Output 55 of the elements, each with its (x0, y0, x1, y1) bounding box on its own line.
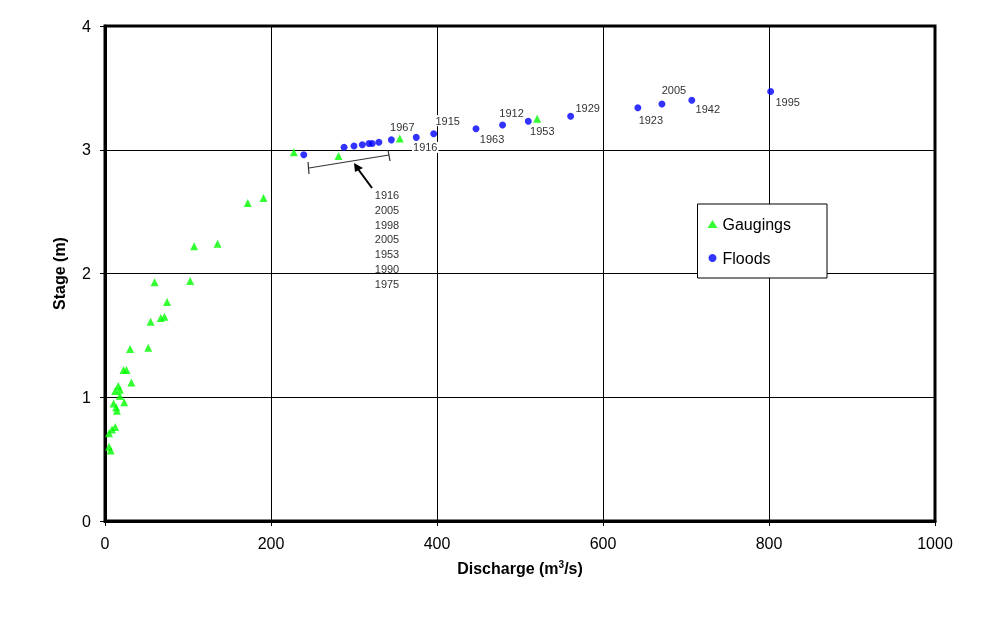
y-tick-label: 3 (82, 141, 92, 159)
annotation: 1916 (413, 141, 438, 154)
annotation: 1995 (775, 95, 800, 108)
point (126, 344, 135, 353)
point (430, 130, 438, 138)
point (163, 297, 172, 306)
annotation: 1912 (499, 107, 524, 119)
annotation: 1953 (530, 125, 555, 138)
point (146, 317, 155, 326)
annotation: 1967 (390, 120, 415, 133)
x-tick-label: 200 (257, 534, 285, 552)
x-tick-label: 0 (100, 534, 110, 552)
point (412, 133, 420, 141)
annotation: 1942 (695, 103, 721, 116)
x-tick-label: 800 (755, 534, 783, 552)
x-tick-label: 400 (423, 534, 451, 552)
y-tick-label: 4 (82, 17, 92, 35)
y-tick-label: 1 (82, 388, 92, 406)
point (688, 96, 696, 104)
point (259, 194, 268, 203)
y-tick-label: 0 (82, 512, 92, 530)
point (160, 312, 169, 321)
point (358, 141, 366, 149)
annotation: 1929 (575, 102, 600, 115)
point (767, 88, 775, 96)
point (634, 104, 642, 112)
point (387, 136, 395, 144)
point (115, 392, 124, 401)
point (472, 125, 480, 133)
point (186, 276, 195, 285)
point (395, 134, 404, 143)
annotation: 1923 (638, 113, 664, 126)
annotation: 1963 (479, 132, 505, 145)
point (533, 114, 542, 123)
point (243, 198, 252, 207)
point (144, 343, 153, 352)
annotation: 1916 2005 1998 2005 1953 1990 1975 (374, 189, 400, 290)
annotation: 1915 (435, 114, 460, 127)
annotation: 2005 (661, 83, 687, 96)
point (300, 151, 308, 159)
y-tick-label: 2 (82, 265, 92, 282)
point (111, 422, 120, 431)
y-axis-title: Stage (m) (50, 237, 68, 310)
point (213, 239, 222, 248)
x-tick-label: 600 (589, 534, 617, 552)
point (375, 138, 383, 146)
legend-label: Gaugings (722, 215, 792, 233)
point (567, 112, 575, 120)
point (499, 121, 507, 129)
point (524, 117, 532, 125)
point (340, 143, 348, 151)
point (334, 151, 343, 160)
point (150, 278, 159, 287)
legend-label: Floods (722, 249, 771, 267)
x-tick-label: 1000 (917, 534, 953, 552)
